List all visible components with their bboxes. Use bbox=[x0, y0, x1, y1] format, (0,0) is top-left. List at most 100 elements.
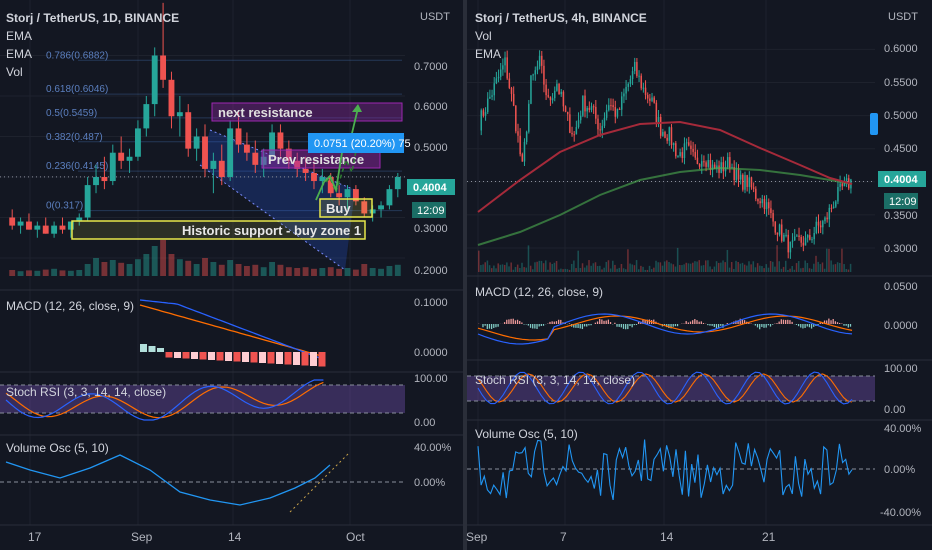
left-macd-title[interactable]: MACD (12, 26, close, 9) bbox=[6, 299, 134, 313]
right-macd-hist-bar bbox=[607, 319, 610, 324]
right-macd-hist-bar bbox=[508, 319, 510, 324]
left-macd-hist-bar bbox=[318, 352, 326, 367]
right-macd-hist-bar bbox=[629, 324, 631, 327]
right-volume-bar bbox=[722, 260, 724, 272]
right-volume-bar bbox=[735, 260, 737, 272]
panel-divider[interactable] bbox=[463, 0, 467, 550]
right-candle-body bbox=[573, 134, 575, 136]
right-macd-hist-bar bbox=[784, 319, 787, 324]
right-time-tag bbox=[884, 193, 918, 209]
left-volume-bar bbox=[76, 270, 83, 276]
right-macd-hist-bar bbox=[644, 319, 646, 324]
right-volume-bar bbox=[480, 265, 482, 272]
right-candle-body bbox=[796, 235, 798, 237]
right-ema-green bbox=[477, 166, 853, 246]
right-candle-body bbox=[815, 221, 818, 234]
left-candle-body bbox=[34, 225, 41, 230]
right-study-ema[interactable]: EMA bbox=[475, 47, 501, 61]
left-volume-bar bbox=[294, 268, 301, 276]
left-candle-body bbox=[93, 177, 99, 186]
right-volume-bar bbox=[488, 265, 491, 272]
right-volume-bar bbox=[527, 245, 530, 272]
left-candle-body bbox=[101, 177, 108, 182]
left-macd-hist-bar bbox=[157, 348, 164, 352]
left-study-ema-1[interactable]: EMA bbox=[6, 29, 32, 43]
next-resistance-box[interactable] bbox=[211, 102, 403, 122]
right-macd-hist-bar bbox=[620, 324, 622, 328]
right-volume-bar bbox=[674, 266, 677, 272]
left-macd-hist-bar bbox=[259, 352, 266, 363]
right-stoch-title[interactable]: Stoch RSI (3, 3, 14, 14, close) bbox=[475, 373, 635, 387]
left-macd-hist-bar bbox=[293, 352, 300, 365]
right-macd-hist-bar bbox=[588, 324, 590, 326]
right-time-axis[interactable]: Sep 7 14 21 bbox=[466, 530, 776, 544]
right-volume-bar bbox=[828, 248, 830, 272]
right-macd-hist-bar bbox=[702, 322, 705, 324]
left-volume-bar bbox=[386, 266, 393, 276]
right-candle-body bbox=[716, 165, 718, 169]
historic-support-box[interactable] bbox=[71, 220, 366, 240]
left-candle-body bbox=[143, 104, 150, 129]
right-volume-bar bbox=[743, 264, 746, 272]
right-volume-bar bbox=[616, 268, 618, 272]
right-volume-bar bbox=[568, 269, 571, 272]
left-price-axis[interactable]: USDT 0.7000 0.6000 0.5000 0.3000 0.2000 … bbox=[407, 11, 455, 489]
measure-box[interactable] bbox=[308, 133, 404, 153]
left-candle-body bbox=[67, 221, 74, 230]
left-study-vol[interactable]: Vol bbox=[6, 65, 23, 79]
measure-label: 0.0751 (20.20%) 75 bbox=[314, 138, 411, 150]
right-candle-body bbox=[519, 135, 521, 155]
right-macd-hist-bar bbox=[707, 324, 709, 326]
right-candle-body bbox=[681, 152, 684, 159]
right-macd-hist-bar bbox=[514, 320, 517, 324]
right-candle-body bbox=[508, 78, 511, 88]
right-volume-bar bbox=[739, 263, 742, 272]
right-volume-bar bbox=[702, 265, 705, 272]
right-macd-hist-bar bbox=[599, 318, 601, 324]
left-study-ema-2[interactable]: EMA bbox=[6, 47, 32, 61]
right-volume-bar bbox=[720, 262, 722, 272]
left-volume-bar bbox=[285, 267, 292, 276]
right-price-axis[interactable]: USDT 0.6000 0.5500 0.5000 0.4500 0.3500 … bbox=[870, 11, 926, 519]
right-candle-body bbox=[739, 174, 742, 180]
right-volume-bar bbox=[733, 268, 735, 272]
left-stoch-k bbox=[5, 379, 324, 421]
right-macd-hist-bar bbox=[802, 324, 804, 329]
left-macd-hist-bar bbox=[310, 352, 317, 366]
left-candle-body bbox=[118, 152, 125, 161]
right-candle-body bbox=[705, 162, 707, 167]
right-macd-hist-bar bbox=[527, 324, 530, 326]
descending-channel bbox=[200, 130, 355, 270]
left-time-axis[interactable]: 17 Sep 14 Oct bbox=[28, 530, 365, 544]
right-candle-body bbox=[813, 233, 815, 240]
right-candle-body bbox=[664, 132, 666, 138]
left-candle-body bbox=[311, 172, 317, 182]
right-macd-hist-bar bbox=[819, 322, 821, 324]
right-volume-bar bbox=[730, 262, 733, 272]
right-candle-body bbox=[564, 106, 567, 112]
left-candle-body bbox=[17, 221, 24, 226]
left-volosc-line bbox=[5, 454, 331, 506]
buy-box[interactable] bbox=[319, 198, 373, 218]
right-price-tick: 0.5000 bbox=[884, 110, 918, 122]
left-candle-body bbox=[294, 160, 301, 169]
right-study-vol[interactable]: Vol bbox=[475, 29, 492, 43]
right-volume-bar bbox=[534, 262, 536, 272]
right-volosc-title[interactable]: Volume Osc (5, 10) bbox=[475, 427, 578, 441]
right-volume-bar bbox=[640, 265, 642, 272]
right-candle-body bbox=[484, 112, 487, 116]
right-macd-hist-bar bbox=[741, 319, 744, 324]
right-volume-bar bbox=[512, 269, 515, 272]
right-candle-body bbox=[588, 107, 591, 110]
left-price-tick: 0.3000 bbox=[414, 223, 448, 235]
left-symbol-title: Storj / TetherUS, 1D, BINANCE bbox=[6, 11, 179, 25]
left-volume-bar bbox=[151, 246, 158, 276]
right-macd-hist-bar bbox=[633, 324, 635, 326]
right-macd-title[interactable]: MACD (12, 26, close, 9) bbox=[475, 285, 603, 299]
left-stoch-title[interactable]: Stoch RSI (3, 3, 14, 14, close) bbox=[6, 385, 166, 399]
right-candle-body bbox=[597, 118, 599, 130]
right-axis-marker[interactable] bbox=[870, 113, 878, 135]
left-volosc-title[interactable]: Volume Osc (5, 10) bbox=[6, 441, 109, 455]
right-candle-body bbox=[759, 201, 761, 204]
